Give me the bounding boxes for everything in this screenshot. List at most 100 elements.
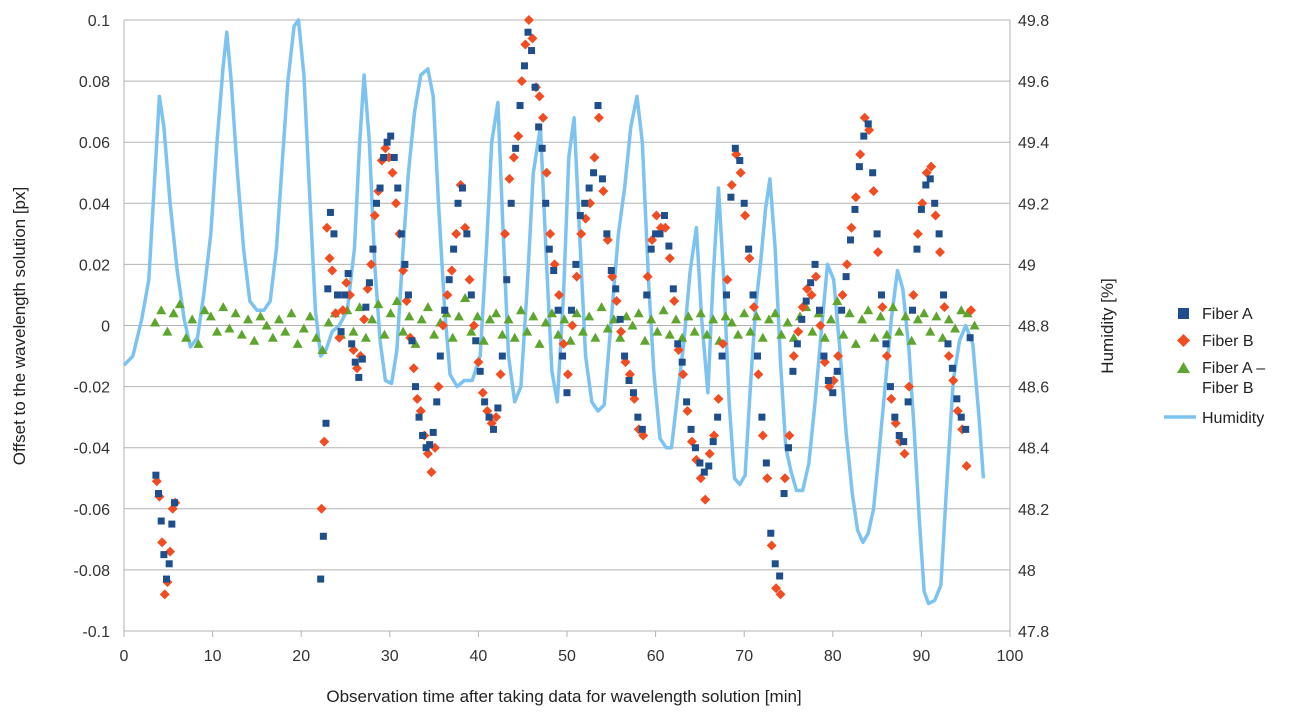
fiber-a-point xyxy=(585,184,593,192)
fiber-a-point xyxy=(829,389,837,397)
fiber-a-point xyxy=(851,205,859,213)
fiber-a-minus-b-layer xyxy=(150,293,980,354)
diff-point xyxy=(360,332,371,342)
legend-label-fiber-a: Fiber A xyxy=(1202,306,1253,323)
fiber-b-point xyxy=(534,91,545,102)
diff-point xyxy=(484,314,495,324)
fiber-b-point xyxy=(695,473,706,484)
diff-point xyxy=(398,326,409,336)
fiber-a-point xyxy=(507,199,515,207)
fiber-b-point xyxy=(549,259,560,270)
fiber-a-point xyxy=(503,276,511,284)
fiber-a-point xyxy=(516,102,524,110)
fiber-b-point xyxy=(930,210,941,221)
fiber-b-point xyxy=(726,179,737,190)
diff-point xyxy=(410,338,421,348)
diff-point xyxy=(726,317,737,327)
diff-point xyxy=(950,323,961,333)
fiber-b-point xyxy=(602,234,613,245)
diff-point xyxy=(491,308,502,318)
fiber-a-point xyxy=(550,267,558,275)
diff-point xyxy=(869,332,880,342)
fiber-b-point xyxy=(775,589,786,600)
diff-point xyxy=(658,305,669,315)
fiber-a-point xyxy=(594,102,602,110)
fiber-b-point xyxy=(819,357,830,368)
fiber-b-point xyxy=(408,363,419,374)
fiber-a-point xyxy=(415,413,423,421)
diff-point xyxy=(212,326,223,336)
fiber-a-point xyxy=(397,230,405,238)
fiber-b-point xyxy=(678,369,689,380)
fiber-a-point xyxy=(376,184,384,192)
fiber-b-point xyxy=(731,149,742,160)
diff-point xyxy=(236,329,247,339)
fiber-b-point xyxy=(899,448,910,459)
fiber-b-point xyxy=(464,274,475,285)
fiber-b-point xyxy=(477,387,488,398)
fiber-b-point xyxy=(545,228,556,239)
diff-point xyxy=(695,308,706,318)
fiber-b-point xyxy=(921,167,932,178)
y2-tick-label: 48.4 xyxy=(1018,441,1049,458)
fiber-a-point xyxy=(454,199,462,207)
fiber-b-point xyxy=(815,320,826,331)
fiber-a-point xyxy=(935,230,943,238)
diff-point xyxy=(199,305,210,315)
fiber-a-point xyxy=(621,352,629,360)
diff-point xyxy=(292,338,303,348)
fiber-b-point xyxy=(387,167,398,178)
legend-item-fiber-a-minus-b: Fiber A – Fiber B xyxy=(1177,360,1265,397)
fiber-b-point xyxy=(151,476,162,487)
diff-point xyxy=(509,332,520,342)
fiber-a-point xyxy=(520,62,528,70)
fiber-b-point xyxy=(722,274,733,285)
diff-point xyxy=(875,311,886,321)
fiber-b-point xyxy=(607,271,618,282)
fiber-a-point xyxy=(900,438,908,446)
fiber-b-point xyxy=(908,289,919,300)
fiber-a-point xyxy=(669,285,677,293)
fiber-a-point xyxy=(802,297,810,305)
diff-point xyxy=(943,314,954,324)
fiber-a-point xyxy=(358,355,366,363)
fiber-a-point xyxy=(441,306,449,314)
diff-point xyxy=(962,308,973,318)
fiber-a-point xyxy=(824,376,832,384)
fiber-b-point xyxy=(620,357,631,368)
fiber-a-point xyxy=(718,352,726,360)
fiber-a-point xyxy=(855,163,863,171)
fiber-b-point xyxy=(753,369,764,380)
fiber-a-point xyxy=(811,260,819,268)
fiber-a-point xyxy=(322,419,330,427)
fiber-b-point xyxy=(516,76,527,87)
fiber-b-point xyxy=(401,296,412,307)
fiber-b-point xyxy=(673,344,684,355)
diff-point xyxy=(218,302,229,312)
diff-point xyxy=(894,326,905,336)
fiber-b-point xyxy=(491,412,502,423)
diff-point xyxy=(249,335,260,345)
fiber-a-point xyxy=(481,398,489,406)
fiber-a-point xyxy=(709,438,717,446)
fiber-b-point xyxy=(412,393,423,404)
fiber-b-point xyxy=(926,161,937,172)
fiber-b-point xyxy=(833,351,844,362)
fiber-b-point xyxy=(686,436,697,447)
fiber-b-point xyxy=(629,393,640,404)
fiber-a-point xyxy=(869,169,877,177)
diff-point xyxy=(205,311,216,321)
fiber-b-point xyxy=(324,253,335,264)
fiber-a-point xyxy=(157,517,165,525)
fiber-a-point xyxy=(634,413,642,421)
y-axis-title: Offset to the wavelength solution [px] xyxy=(10,187,29,465)
fiber-a-point xyxy=(563,389,571,397)
fiber-b-point xyxy=(784,430,795,441)
fiber-a-point xyxy=(833,367,841,375)
diff-point xyxy=(745,326,756,336)
fiber-b-point xyxy=(877,302,888,313)
x-tick-label: 50 xyxy=(558,648,576,665)
diff-point xyxy=(447,332,458,342)
fiber-a-point xyxy=(820,352,828,360)
fiber-b-point xyxy=(508,152,519,163)
